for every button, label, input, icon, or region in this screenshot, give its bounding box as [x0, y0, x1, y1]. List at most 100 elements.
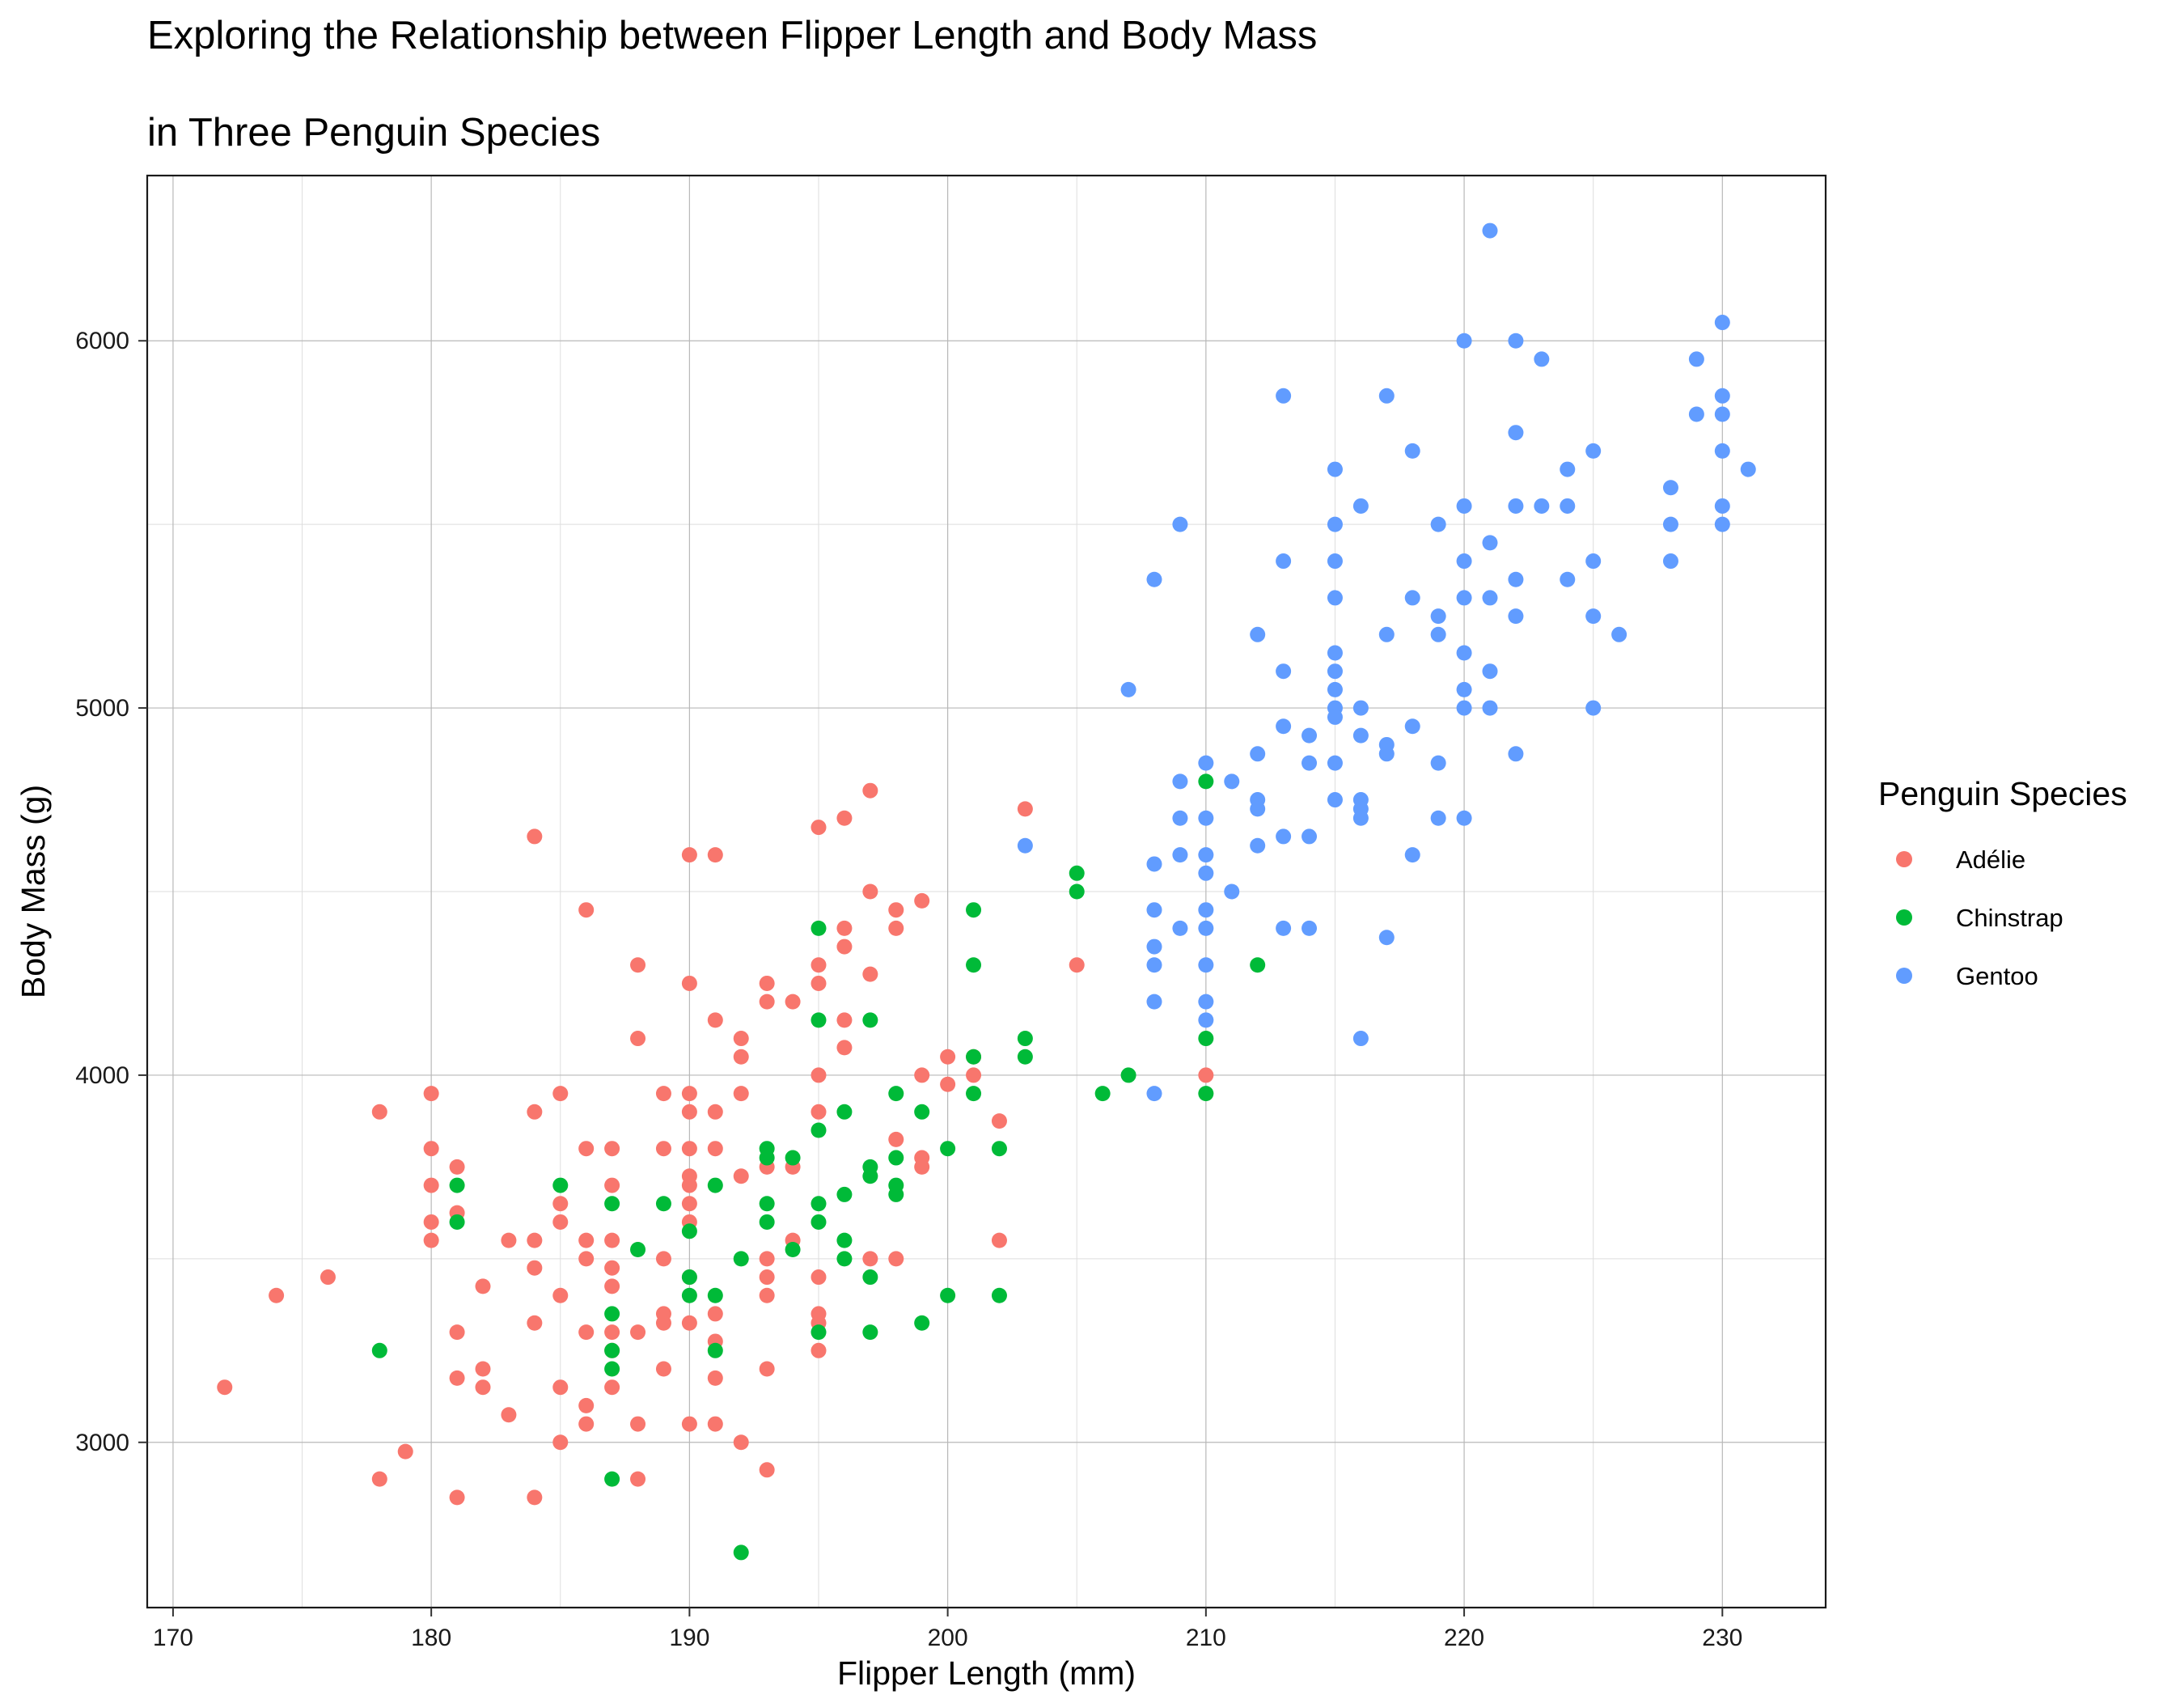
data-point [630, 1242, 646, 1257]
data-point [578, 1251, 595, 1267]
data-point [449, 1177, 465, 1193]
data-point [733, 1251, 749, 1267]
data-point [1224, 883, 1240, 900]
data-point [371, 1104, 387, 1120]
data-point [1688, 351, 1704, 367]
chart-title: Exploring the Relationship between Flipp… [147, 14, 1317, 57]
data-point [1378, 930, 1395, 946]
data-point [836, 1186, 853, 1202]
data-point [1611, 626, 1627, 642]
data-point [681, 1177, 697, 1193]
data-point [759, 994, 775, 1010]
data-point [527, 1315, 543, 1331]
data-point [1327, 516, 1343, 532]
data-point [681, 975, 697, 991]
data-point [1456, 333, 1472, 349]
data-point [914, 1104, 930, 1120]
data-point [1120, 681, 1136, 697]
data-point [811, 920, 827, 936]
data-point [785, 1150, 801, 1166]
data-point [604, 1278, 620, 1294]
data-point [1456, 645, 1472, 661]
data-point [1482, 663, 1498, 680]
data-point [733, 1031, 749, 1047]
data-point [552, 1214, 569, 1230]
data-point [888, 1131, 904, 1147]
legend-label-adélie: Adélie [1956, 845, 2025, 874]
data-point [707, 1370, 723, 1386]
data-point [552, 1086, 569, 1102]
data-point [811, 1104, 827, 1120]
data-point [1534, 351, 1550, 367]
data-point [1352, 1031, 1369, 1047]
data-point [604, 1306, 620, 1322]
data-point [1198, 902, 1214, 918]
data-point [811, 975, 827, 991]
data-point [1662, 553, 1678, 570]
data-point [1430, 626, 1446, 642]
data-point [604, 1260, 620, 1276]
data-points [217, 222, 1756, 1561]
data-point [1740, 461, 1756, 477]
data-point [759, 1462, 775, 1478]
plot-border [146, 174, 1827, 1609]
data-point [604, 1361, 620, 1377]
data-point [449, 1214, 465, 1230]
data-point [836, 1012, 853, 1028]
data-point [1508, 333, 1524, 349]
data-point [1276, 388, 1292, 404]
grid-major-lines [147, 176, 1826, 1608]
data-point [1662, 516, 1678, 532]
data-point [1146, 994, 1162, 1010]
data-point [1146, 856, 1162, 872]
data-point [1482, 535, 1498, 551]
data-point [759, 1214, 775, 1230]
x-tick-label: 210 [1186, 1625, 1226, 1651]
data-point [1250, 626, 1266, 642]
data-point [604, 1471, 620, 1487]
data-point [1069, 865, 1085, 881]
data-point [1456, 810, 1472, 826]
data-point [681, 1104, 697, 1120]
data-point [1482, 590, 1498, 606]
data-point [759, 1150, 775, 1166]
data-point [1508, 746, 1524, 762]
data-point [862, 1168, 878, 1184]
data-point [1276, 553, 1292, 570]
data-point [1378, 746, 1395, 762]
legend: Penguin Species Adélie Chinstrap Gentoo [1878, 775, 2127, 990]
data-point [501, 1232, 517, 1248]
data-point [269, 1287, 285, 1303]
data-point [1482, 700, 1498, 716]
data-point [1198, 1012, 1214, 1028]
data-point [578, 1416, 595, 1432]
data-point [320, 1269, 336, 1286]
legend-key-chinstrap [1896, 909, 1912, 926]
data-point [1146, 902, 1162, 918]
data-point [733, 1168, 749, 1184]
data-point [759, 1251, 775, 1267]
data-point [630, 1471, 646, 1487]
data-point [1327, 709, 1343, 725]
data-point [1352, 498, 1369, 514]
data-point [527, 1232, 543, 1248]
data-point [1456, 498, 1472, 514]
data-point [217, 1379, 233, 1396]
data-point [527, 1489, 543, 1506]
data-point [449, 1489, 465, 1506]
data-point [1302, 920, 1318, 936]
data-point [1327, 792, 1343, 808]
y-tick-label: 3000 [75, 1430, 129, 1456]
data-point [681, 847, 697, 863]
data-point [552, 1287, 569, 1303]
data-point [371, 1471, 387, 1487]
data-point [1714, 443, 1730, 459]
data-point [604, 1324, 620, 1341]
data-point [1585, 443, 1602, 459]
data-point [759, 975, 775, 991]
data-point [811, 1324, 827, 1341]
series-chinstrap [371, 773, 1266, 1561]
data-point [1146, 571, 1162, 587]
data-point [759, 1196, 775, 1212]
data-point [604, 1379, 620, 1396]
